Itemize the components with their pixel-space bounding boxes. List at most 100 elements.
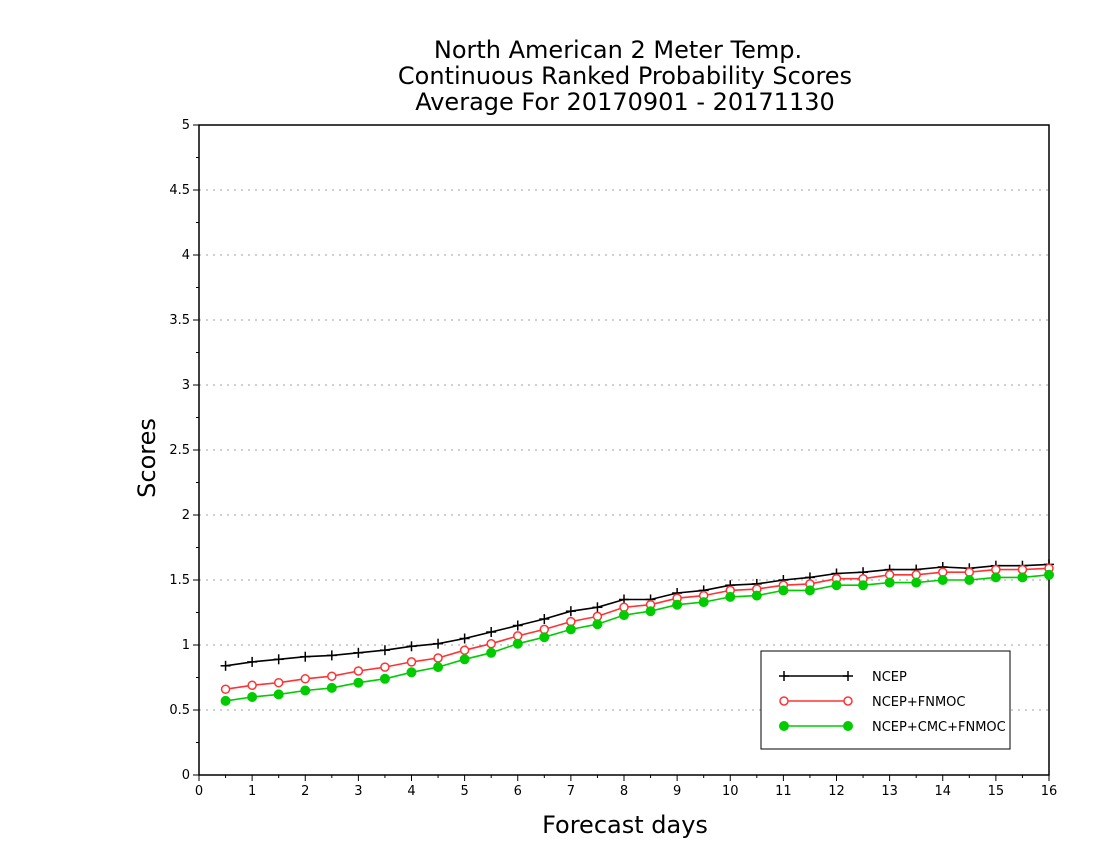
y-tick-label: 2.5 — [169, 443, 190, 458]
x-tick-label: 0 — [195, 784, 203, 799]
data-point — [273, 654, 284, 665]
legend-label: NCEP+FNMOC — [872, 695, 965, 710]
y-tick-label: 0.5 — [169, 703, 190, 718]
data-point — [566, 616, 576, 627]
data-point — [539, 614, 550, 624]
y-tick-label: 1.5 — [169, 573, 190, 588]
data-point — [220, 695, 231, 706]
data-point — [326, 650, 337, 661]
legend-item: NCEP — [779, 670, 907, 685]
data-point — [327, 671, 337, 681]
y-tick-label: 3.5 — [169, 313, 190, 328]
x-tick-label: 1 — [248, 784, 256, 799]
chart-title: North American 2 Meter Temp. Continuous … — [398, 36, 852, 116]
data-point — [433, 653, 443, 663]
data-point — [406, 657, 417, 667]
data-point — [273, 677, 284, 688]
data-point — [220, 660, 231, 671]
legend-marker — [779, 696, 789, 706]
data-point — [353, 647, 364, 658]
data-point — [1017, 564, 1028, 575]
data-point — [433, 638, 444, 649]
x-axis-title: Forecast days — [542, 811, 708, 839]
data-point — [539, 632, 550, 643]
data-point — [300, 674, 310, 684]
data-point — [831, 580, 842, 591]
data-point — [300, 685, 311, 696]
gridlines — [199, 189, 1049, 711]
data-point — [353, 666, 364, 676]
chart-title-line-3: Average For 20170901 - 20171130 — [415, 88, 835, 116]
data-point — [1044, 569, 1054, 580]
data-point — [247, 656, 258, 667]
plot-series — [220, 559, 1054, 706]
data-point — [858, 580, 869, 591]
data-point — [990, 572, 1001, 583]
data-point — [884, 577, 895, 588]
series-ncep-cmc-fnmoc — [220, 569, 1054, 706]
legend-marker — [779, 671, 789, 681]
data-point — [1017, 572, 1028, 583]
legend-item: NCEP+CMC+FNMOC — [779, 720, 1006, 735]
legend-marker — [779, 721, 789, 731]
x-tick-label: 10 — [722, 784, 739, 799]
data-point — [991, 564, 1001, 575]
data-point — [220, 684, 231, 694]
data-point — [273, 689, 284, 700]
x-tick-label: 5 — [460, 784, 468, 799]
data-point — [459, 645, 470, 655]
x-tick-label: 4 — [407, 784, 415, 799]
data-point — [778, 585, 789, 596]
legend-label: NCEP+CMC+FNMOC — [872, 720, 1006, 735]
data-point — [406, 667, 417, 678]
x-tick-label: 16 — [1041, 784, 1058, 799]
data-point — [619, 610, 629, 621]
data-point — [698, 597, 709, 608]
data-point — [326, 682, 337, 693]
data-point — [247, 692, 258, 702]
x-tick-label: 7 — [567, 784, 575, 799]
legend-marker — [843, 721, 853, 731]
legend: NCEP NCEP+FNMOC NCEP+CMC+FNMOC — [760, 650, 1011, 750]
data-point — [964, 575, 975, 585]
data-point — [565, 624, 576, 635]
y-tick-label: 4.5 — [169, 183, 190, 198]
chart-title-line-2: Continuous Ranked Probability Scores — [398, 62, 852, 90]
chart-title-line-1: North American 2 Meter Temp. — [434, 36, 802, 64]
data-point — [645, 606, 656, 617]
data-point — [300, 651, 311, 662]
data-point — [486, 627, 497, 637]
data-point — [512, 620, 523, 631]
data-point — [380, 662, 390, 672]
data-point — [565, 606, 576, 617]
data-point — [486, 638, 496, 649]
data-point — [379, 645, 390, 656]
legend-label: NCEP — [872, 670, 907, 685]
x-tick-label: 14 — [934, 784, 951, 799]
data-point — [672, 599, 683, 610]
data-point — [459, 654, 470, 665]
data-point — [751, 590, 762, 601]
y-axis-title: Scores — [133, 418, 161, 498]
data-point — [459, 633, 470, 644]
data-point — [804, 585, 815, 596]
data-point — [512, 638, 523, 649]
data-point — [937, 575, 948, 585]
y-tick-label: 4 — [182, 248, 190, 263]
y-tick-label: 1 — [182, 638, 190, 653]
data-point — [406, 641, 417, 652]
data-point — [379, 673, 390, 684]
y-tick-label: 2 — [182, 508, 190, 523]
x-tick-label: 15 — [988, 784, 1005, 799]
y-tick-label: 0 — [182, 768, 190, 783]
y-tick-label: 3 — [182, 378, 190, 393]
data-point — [433, 662, 444, 673]
x-tick-label: 11 — [775, 784, 792, 799]
legend-box — [760, 650, 1011, 750]
axes: 00.511.522.533.544.550 1 2 3 4 5 6 7 8 9 10 11 12 13 1… — [169, 118, 1057, 799]
x-tick-label: 2 — [301, 784, 309, 799]
data-point — [486, 647, 497, 658]
x-tick-label: 8 — [620, 784, 628, 799]
data-point — [592, 619, 603, 630]
